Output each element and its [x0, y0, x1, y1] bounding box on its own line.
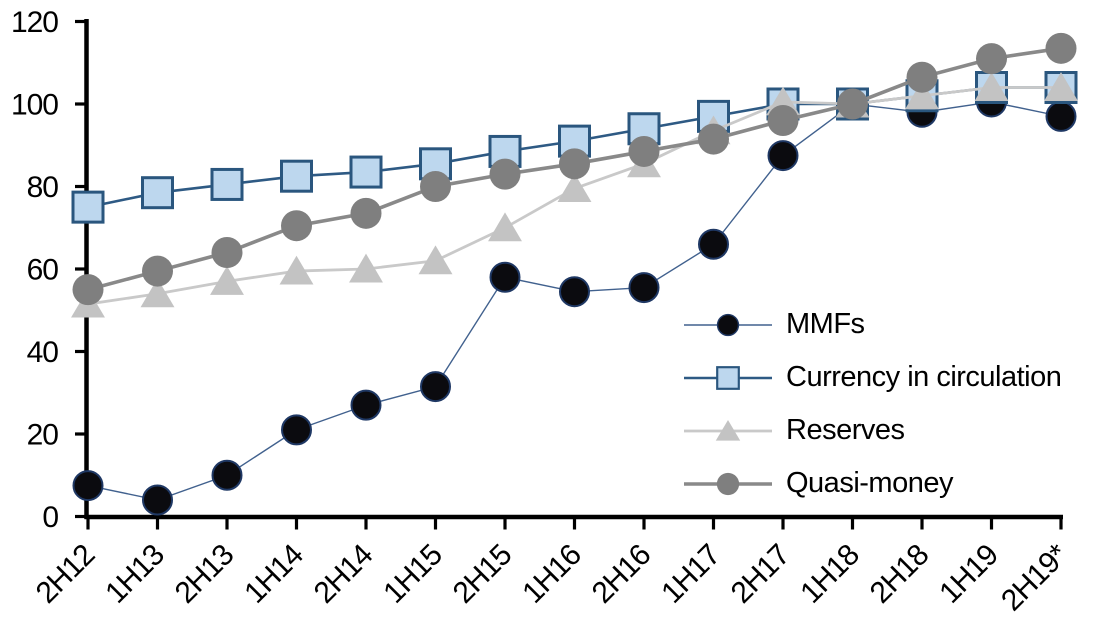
series-quasi-money: [72, 32, 1077, 306]
circle-marker: [281, 414, 312, 446]
y-tick-label: 100: [11, 89, 58, 122]
circle-marker: [211, 459, 243, 491]
triangle-marker: [279, 255, 314, 285]
circle-marker: [628, 272, 660, 304]
x-tick-label: 2H19*: [995, 538, 1075, 618]
circle-marker: [767, 140, 799, 172]
legend-label-reserves: Reserves: [786, 414, 905, 446]
circle-marker: [281, 210, 312, 242]
triangle-marker: [974, 72, 1009, 101]
legend-label-quasi-money: Quasi-money: [786, 467, 953, 499]
y-tick-label: 60: [27, 254, 59, 287]
y-tick-label: 0: [42, 501, 58, 534]
x-tick-label: 2H14: [308, 538, 379, 609]
x-tick-label: 1H16: [516, 538, 587, 609]
square-marker: [488, 134, 522, 168]
mmfs-series-marker-icon: [684, 308, 772, 342]
legend-label-currency: Currency in circulation: [786, 361, 1062, 393]
circle-marker: [559, 148, 590, 180]
triangle-marker: [210, 266, 244, 295]
circle-marker: [420, 371, 451, 403]
circle-marker: [211, 237, 243, 268]
legend-item-mmfs: MMFs: [684, 298, 1061, 351]
x-tick-label: 1H17: [655, 538, 726, 609]
circle-marker: [350, 389, 382, 421]
x-tick-label: 2H13: [169, 538, 240, 609]
square-marker: [716, 365, 740, 390]
circle-marker: [489, 261, 521, 293]
circle-marker: [837, 88, 868, 120]
chart-legend: MMFs Currency in circulation Reserves Qu…: [684, 298, 1062, 510]
circle-marker: [1045, 32, 1077, 64]
circle-marker: [976, 43, 1007, 75]
circle-marker: [489, 158, 521, 190]
x-tick-label: 1H19: [933, 538, 1004, 609]
circle-marker: [1045, 100, 1077, 132]
quasi-money-series-marker-icon: [684, 467, 772, 501]
triangle-marker: [349, 253, 383, 283]
x-tick-label: 2H12: [30, 538, 101, 609]
x-tick-label: 1H15: [377, 538, 448, 609]
legend-item-quasi-money: Quasi-money: [684, 457, 1061, 510]
triangle-marker: [905, 80, 939, 110]
x-tick-label: 2H16: [586, 538, 657, 609]
y-tick-label: 40: [27, 336, 59, 369]
legend-item-reserves: Reserves: [684, 404, 1061, 457]
square-marker: [141, 176, 174, 210]
circle-marker: [698, 228, 729, 260]
triangle-marker: [715, 419, 741, 441]
circle-marker: [72, 470, 104, 502]
x-tick-label: 1H18: [794, 538, 865, 609]
circle-marker: [72, 274, 104, 306]
circle-marker: [350, 197, 382, 229]
reserves-series-marker-icon: [684, 414, 772, 448]
triangle-marker: [418, 245, 453, 275]
triangle-marker: [140, 278, 175, 308]
circle-marker: [142, 484, 173, 516]
circle-marker: [559, 276, 590, 308]
triangle-marker: [488, 212, 522, 242]
y-tick-label: 80: [27, 171, 59, 204]
circle-marker: [698, 123, 729, 155]
square-marker: [280, 159, 313, 193]
circle-marker: [420, 171, 451, 202]
x-tick-label: 2H18: [864, 538, 935, 609]
square-marker: [349, 155, 383, 189]
x-tick-label: 2H15: [447, 538, 518, 609]
circle-marker: [716, 313, 740, 336]
legend-item-currency-in-circulation: Currency in circulation: [684, 351, 1062, 404]
y-tick-label: 20: [27, 419, 59, 452]
x-tick-label: 2H17: [725, 538, 796, 609]
circle-marker: [716, 472, 740, 495]
circle-marker: [906, 61, 938, 93]
currency-series-marker-icon: [684, 361, 772, 395]
triangle-marker: [557, 173, 592, 203]
square-marker: [210, 167, 244, 201]
legend-label-mmfs: MMFs: [786, 308, 865, 340]
circle-marker: [142, 255, 173, 287]
x-tick-label: 1H14: [238, 538, 309, 609]
x-tick-label: 1H13: [99, 538, 170, 609]
circle-marker: [767, 105, 799, 136]
square-marker: [71, 190, 105, 224]
triangle-marker: [1044, 72, 1078, 101]
circle-marker: [628, 135, 660, 167]
y-tick-label: 120: [11, 6, 58, 39]
